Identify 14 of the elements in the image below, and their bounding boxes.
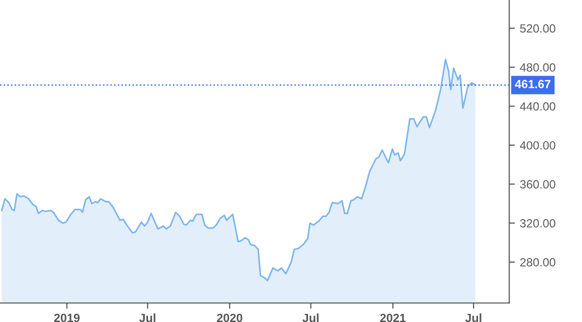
y-tick-label: 360.00 xyxy=(520,180,556,189)
x-tick-label: Jul xyxy=(465,313,482,322)
y-tick-label: 320.00 xyxy=(520,219,556,228)
ref-line-label: 461.67 xyxy=(514,80,550,88)
x-tick-label: 2020 xyxy=(216,314,242,322)
y-tick-label: 400.00 xyxy=(520,141,556,150)
y-tick-label: 280.00 xyxy=(520,258,556,266)
y-tick-label: 480.00 xyxy=(520,63,556,72)
x-tick-label: Jul xyxy=(139,313,156,322)
x-tick-label: 2019 xyxy=(54,314,80,322)
y-tick-label: 520.00 xyxy=(520,24,556,33)
x-tick-label: 2021 xyxy=(380,314,406,322)
x-tick-label: Jul xyxy=(302,313,319,322)
y-tick-label: 440.00 xyxy=(520,102,556,111)
